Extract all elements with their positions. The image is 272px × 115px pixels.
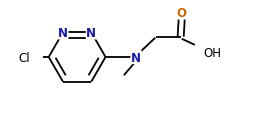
Text: N: N <box>131 51 141 64</box>
Text: N: N <box>86 27 96 40</box>
Text: Cl: Cl <box>18 51 30 64</box>
Text: N: N <box>58 27 68 40</box>
Text: O: O <box>177 7 187 20</box>
Text: OH: OH <box>203 47 221 60</box>
